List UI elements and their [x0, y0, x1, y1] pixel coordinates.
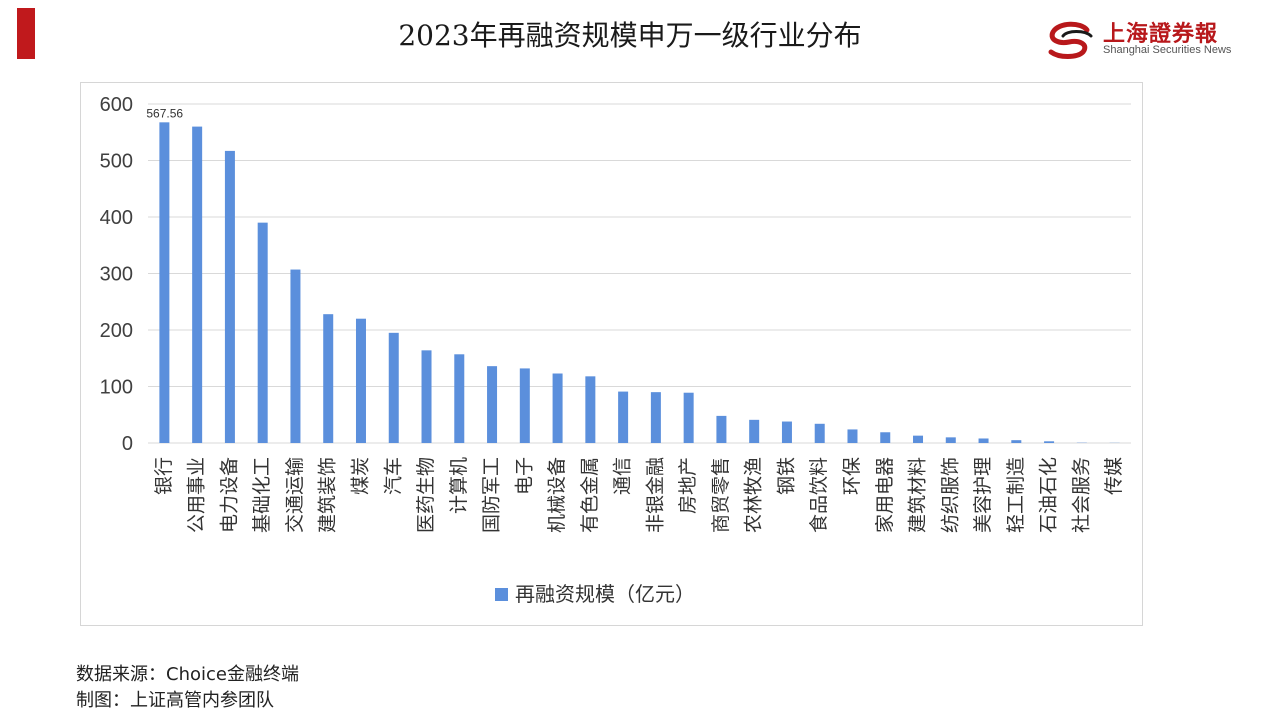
y-tick-label: 600 — [100, 94, 133, 116]
logo-text-cn: 上海證券報 — [1103, 21, 1219, 47]
category-label: 房地产 — [677, 457, 699, 514]
category-label: 传媒 — [1103, 457, 1125, 495]
logo-text-en: Shanghai Securities News — [1103, 44, 1232, 56]
bar — [257, 222, 268, 443]
legend-label: 再融资规模（亿元） — [515, 582, 695, 606]
category-label: 石油石化 — [1038, 457, 1060, 533]
bar — [978, 438, 989, 443]
category-label: 非银金融 — [644, 457, 666, 533]
y-tick-label: 300 — [100, 264, 133, 286]
bar — [519, 368, 530, 443]
publisher-logo: 上海證券報 Shanghai Securities News — [1045, 16, 1245, 62]
y-tick-label: 200 — [100, 320, 133, 342]
category-label: 美容护理 — [972, 457, 994, 533]
bar — [814, 423, 825, 443]
bar — [192, 126, 203, 443]
chart-credit-note: 制图：上证高管内参团队 — [76, 690, 274, 711]
bar — [880, 432, 891, 443]
bar — [945, 437, 956, 443]
category-label: 农林牧渔 — [743, 457, 765, 533]
accent-bar — [17, 8, 35, 59]
bar — [749, 419, 760, 443]
bar — [585, 376, 596, 443]
category-label: 有色金属 — [579, 457, 601, 533]
y-tick-label: 0 — [122, 433, 133, 455]
y-tick-label: 500 — [100, 151, 133, 173]
bar — [487, 366, 498, 443]
bar — [159, 122, 170, 443]
bar-chart: 0 100 200 300 400 500 600 银行 公用事业 电力设备 基础化工 交通运输 建筑装… — [100, 94, 1131, 606]
bar — [388, 332, 399, 443]
category-label: 银行 — [153, 457, 175, 495]
category-label: 机械设备 — [546, 457, 568, 533]
bar — [355, 318, 366, 443]
bar — [781, 421, 792, 443]
data-source-note: 数据来源：Choice金融终端 — [76, 664, 299, 685]
category-label: 交通运输 — [284, 457, 306, 533]
category-label: 环保 — [841, 457, 863, 495]
bar — [323, 314, 334, 443]
bar — [683, 392, 694, 443]
category-label: 电力设备 — [218, 457, 240, 533]
category-label: 纺织服饰 — [939, 457, 961, 533]
bar — [1011, 440, 1022, 443]
bar — [618, 391, 629, 443]
chart-frame: 0 100 200 300 400 500 600 银行 公用事业 电力设备 基础化工 交通运输 建筑装… — [80, 82, 1143, 626]
category-label: 医药生物 — [415, 457, 437, 533]
bar — [290, 269, 301, 443]
category-label: 汽车 — [382, 457, 404, 495]
category-label: 钢铁 — [775, 457, 797, 495]
page-title: 2023年再融资规模申万一级行业分布 — [398, 19, 862, 52]
bar — [650, 392, 661, 443]
bar — [552, 373, 563, 443]
category-label: 基础化工 — [251, 457, 273, 533]
category-label: 社会服务 — [1070, 457, 1092, 533]
category-label: 建筑装饰 — [317, 457, 339, 533]
bar — [421, 350, 432, 443]
y-tick-label: 400 — [100, 207, 133, 229]
category-label: 家用电器 — [874, 457, 896, 533]
legend-swatch — [495, 588, 508, 601]
logo-emblem-icon — [1048, 21, 1093, 59]
bar — [454, 354, 465, 443]
bar — [847, 429, 858, 443]
category-label: 国防军工 — [481, 457, 503, 533]
data-label: 567.56 — [146, 106, 183, 120]
category-label: 商贸零售 — [710, 457, 732, 533]
category-label: 电子 — [513, 457, 535, 495]
category-label: 食品饮料 — [808, 457, 830, 533]
category-label: 轻工制造 — [1005, 457, 1027, 533]
category-label: 煤炭 — [349, 457, 371, 495]
y-tick-label: 100 — [100, 377, 133, 399]
bar — [224, 150, 235, 443]
category-label: 公用事业 — [186, 457, 208, 533]
category-label: 通信 — [612, 457, 634, 495]
bar — [913, 435, 924, 443]
category-label: 建筑材料 — [907, 457, 929, 533]
bar — [716, 415, 727, 443]
bar — [1044, 441, 1055, 443]
category-label: 计算机 — [448, 457, 470, 514]
